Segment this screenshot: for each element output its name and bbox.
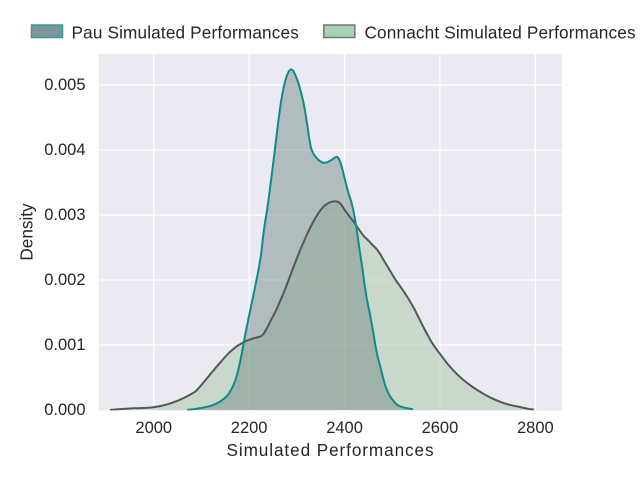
svg-text:Pau Simulated Performances: Pau Simulated Performances	[72, 23, 299, 43]
svg-text:Density: Density	[17, 203, 37, 261]
svg-text:2600: 2600	[422, 419, 459, 437]
svg-text:Simulated Performances: Simulated Performances	[227, 440, 435, 460]
svg-text:2400: 2400	[326, 419, 363, 437]
svg-text:2200: 2200	[231, 419, 268, 437]
svg-text:0.000: 0.000	[44, 401, 85, 419]
svg-text:2000: 2000	[135, 419, 172, 437]
svg-text:0.005: 0.005	[44, 76, 85, 94]
svg-text:2800: 2800	[517, 419, 554, 437]
svg-text:Connacht Simulated Performance: Connacht Simulated Performances	[365, 23, 636, 43]
svg-text:0.004: 0.004	[44, 141, 85, 159]
svg-text:0.002: 0.002	[44, 271, 85, 289]
svg-text:0.003: 0.003	[44, 206, 85, 224]
svg-text:0.001: 0.001	[44, 336, 85, 354]
